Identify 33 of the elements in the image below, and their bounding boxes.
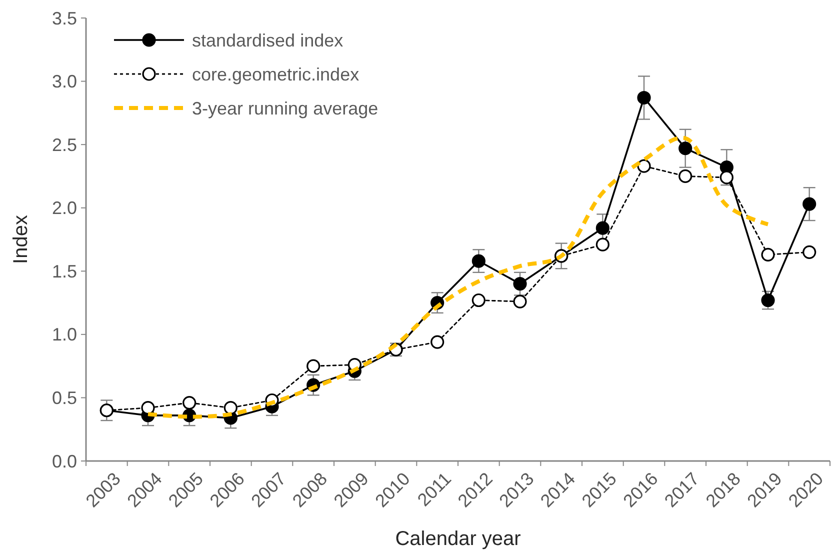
y-tick-label: 1.5: [52, 261, 77, 282]
x-axis-title: Calendar year: [395, 528, 522, 550]
point: [596, 221, 610, 235]
y-tick-label: 0.0: [52, 451, 77, 472]
point: [141, 401, 155, 415]
point: [306, 359, 320, 373]
legend-label: standardised index: [192, 30, 344, 50]
point: [472, 254, 486, 268]
point: [802, 197, 816, 211]
point: [720, 170, 734, 184]
y-tick-label: 3.5: [52, 8, 77, 28]
point: [513, 294, 527, 308]
point: [596, 238, 610, 252]
point: [802, 245, 816, 259]
point: [637, 90, 651, 105]
point: [513, 277, 527, 291]
y-tick-label: 2.5: [52, 134, 77, 155]
legend-label: core.geometric.index: [192, 64, 360, 84]
y-tick-label: 2.0: [52, 198, 77, 218]
point: [678, 169, 692, 184]
legend-label: 3-year running average: [192, 98, 378, 118]
y-tick-label: 1.0: [52, 324, 77, 345]
point: [761, 248, 775, 262]
point: [430, 335, 444, 349]
point: [182, 396, 196, 410]
point: [678, 142, 692, 156]
point: [637, 159, 651, 173]
point: [472, 293, 486, 308]
y-tick-label: 3.0: [52, 72, 77, 92]
y-tick-label: 0.5: [52, 388, 77, 408]
point: [224, 401, 238, 415]
y-axis-title: Index: [10, 215, 32, 264]
point: [761, 293, 775, 308]
